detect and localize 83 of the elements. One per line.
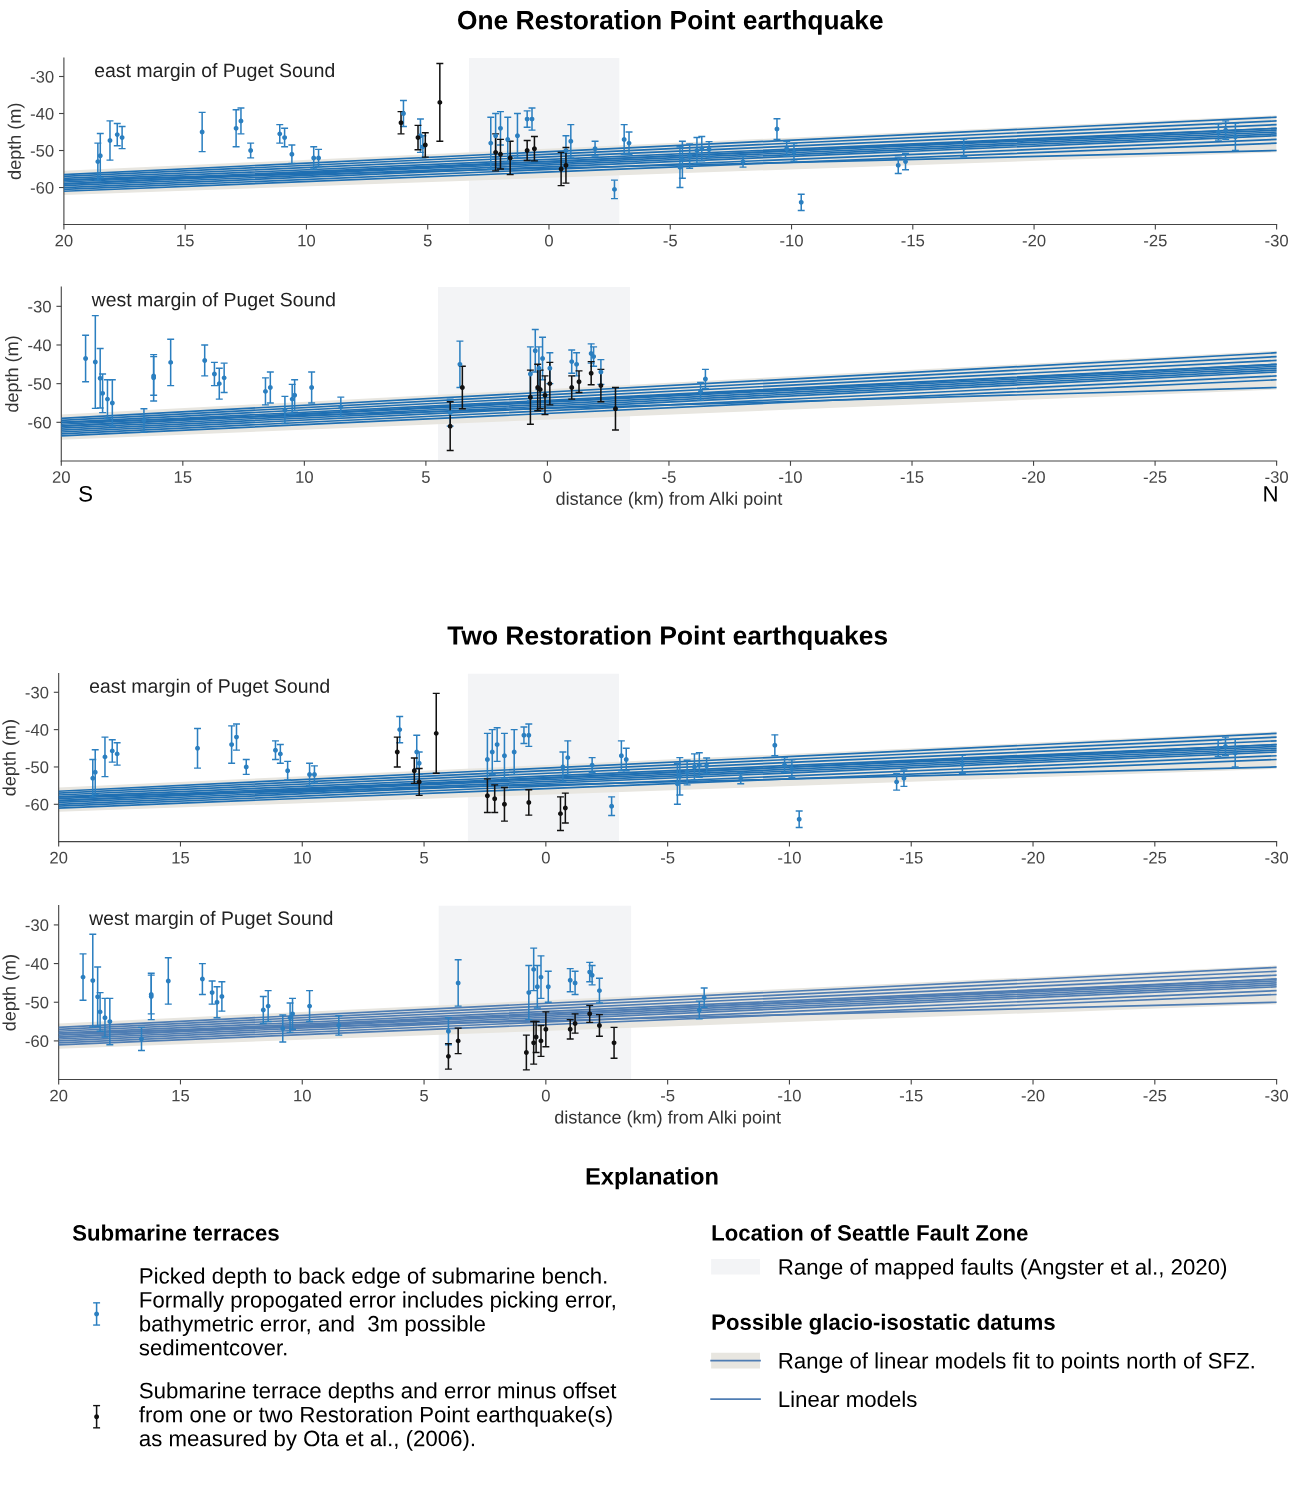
x-axis-title: distance (km) from Alki point bbox=[556, 491, 783, 509]
x-tick-label: -5 bbox=[662, 471, 676, 483]
x-tick-label: 20 bbox=[50, 1089, 68, 1102]
text: Location of Seattle Fault Zone bbox=[712, 1224, 1028, 1241]
y-axis-title: depth (m) bbox=[5, 336, 22, 412]
x-tick-label: 10 bbox=[298, 234, 316, 247]
x-tick-label: 10 bbox=[294, 851, 311, 864]
x-tick-label: 5 bbox=[421, 471, 430, 483]
x-tick-label: 20 bbox=[50, 851, 68, 864]
y-tick-label: -40 bbox=[28, 339, 51, 352]
text: N bbox=[1264, 486, 1277, 502]
x-tick-label: -25 bbox=[1143, 851, 1167, 864]
x-tick-label: 10 bbox=[296, 471, 313, 483]
x-tick-label: -15 bbox=[900, 471, 924, 483]
legend-label: Range of linear models fit to points north of SFZ. bbox=[779, 1352, 1254, 1373]
x-tick-label: -20 bbox=[1022, 234, 1046, 247]
annotation: east margin of Puget Sound bbox=[95, 62, 335, 82]
x-tick-label: -20 bbox=[1021, 851, 1045, 864]
y-axis-title: depth (m) bbox=[7, 103, 25, 180]
y-tick-label: -50 bbox=[25, 761, 49, 774]
text: S bbox=[79, 485, 92, 502]
y-tick-label: -50 bbox=[30, 144, 54, 157]
x-tick-label: 15 bbox=[172, 851, 190, 864]
y-tick-label: -60 bbox=[25, 1035, 49, 1048]
x-tick-label: 5 bbox=[423, 234, 432, 247]
legend-label: Linear models bbox=[779, 1390, 917, 1408]
y-tick-label: -40 bbox=[25, 957, 49, 970]
x-tick-label: 0 bbox=[545, 234, 553, 247]
legend-label: Picked depth to back edge of submarine bench. Formally propogated error includes picking error, bathymetric error, and 3m possible sedimentcover. bbox=[139, 1267, 615, 1356]
x-tick-label: 10 bbox=[294, 1089, 311, 1102]
x-tick-label: 20 bbox=[55, 234, 73, 247]
x-tick-label: -10 bbox=[780, 234, 803, 247]
x-tick-label: -30 bbox=[1265, 851, 1289, 864]
y-tick-label: -50 bbox=[25, 996, 49, 1009]
x-tick-label: -10 bbox=[779, 471, 802, 483]
x-tick-label: -15 bbox=[901, 234, 925, 247]
x-tick-label: -25 bbox=[1143, 1089, 1167, 1102]
legend-label: Submarine terrace depths and error minus offset from one or two Restoration Point earthquake(s) as measured by Ota et al., (2006). bbox=[139, 1382, 617, 1451]
annotation: west margin of Puget Sound bbox=[89, 910, 333, 929]
x-tick-label: 0 bbox=[543, 471, 552, 483]
x-tick-label: -5 bbox=[660, 1089, 675, 1102]
x-tick-label: -20 bbox=[1021, 1089, 1045, 1102]
x-tick-label: 15 bbox=[172, 1089, 190, 1102]
x-tick-label: -10 bbox=[778, 851, 801, 864]
x-tick-label: -30 bbox=[1265, 471, 1289, 483]
x-tick-label: -20 bbox=[1022, 471, 1045, 483]
x-tick-label: -5 bbox=[660, 851, 675, 864]
legend-label: Range of mapped faults (Angster et al., 2020) bbox=[779, 1258, 1227, 1280]
chart-title: Two Restoration Point earthquakes bbox=[447, 625, 888, 651]
y-tick-label: -30 bbox=[30, 70, 54, 83]
x-axis-title: distance (km) from Alki point bbox=[555, 1110, 781, 1128]
text: Possible glacio-isostatic datums bbox=[712, 1313, 1055, 1335]
x-tick-label: -30 bbox=[1265, 1089, 1289, 1102]
y-tick-label: -40 bbox=[30, 107, 54, 120]
chart-title: One Restoration Point earthquake bbox=[458, 10, 883, 35]
x-tick-label: -25 bbox=[1143, 471, 1167, 483]
y-tick-label: -30 bbox=[28, 300, 51, 313]
annotation: east margin of Puget Sound bbox=[89, 678, 329, 697]
x-tick-label: -30 bbox=[1265, 234, 1289, 247]
y-tick-label: -60 bbox=[30, 181, 54, 194]
x-tick-label: -15 bbox=[899, 1089, 923, 1102]
x-tick-label: 5 bbox=[420, 1089, 428, 1102]
x-tick-label: -25 bbox=[1144, 234, 1167, 247]
annotation: west margin of Puget Sound bbox=[91, 292, 335, 311]
x-tick-label: 15 bbox=[177, 234, 194, 247]
x-tick-label: 20 bbox=[52, 471, 70, 483]
x-tick-label: -15 bbox=[899, 851, 923, 864]
x-tick-label: 5 bbox=[420, 851, 428, 864]
y-tick-label: -50 bbox=[28, 378, 51, 390]
y-axis-title: depth (m) bbox=[2, 955, 20, 1031]
x-tick-label: -5 bbox=[663, 234, 677, 247]
x-tick-label: -10 bbox=[778, 1089, 801, 1102]
y-axis-title: depth (m) bbox=[2, 720, 20, 796]
x-tick-label: 0 bbox=[541, 851, 550, 864]
x-tick-label: 0 bbox=[541, 1089, 550, 1102]
y-tick-label: -30 bbox=[25, 686, 49, 699]
x-tick-label: 15 bbox=[174, 471, 192, 483]
text: Submarine terraces bbox=[72, 1224, 279, 1241]
y-tick-label: -30 bbox=[25, 919, 49, 932]
text: Explanation bbox=[586, 1167, 718, 1190]
y-tick-label: -60 bbox=[28, 416, 51, 429]
y-tick-label: -40 bbox=[25, 724, 49, 736]
y-tick-label: -60 bbox=[25, 798, 49, 811]
